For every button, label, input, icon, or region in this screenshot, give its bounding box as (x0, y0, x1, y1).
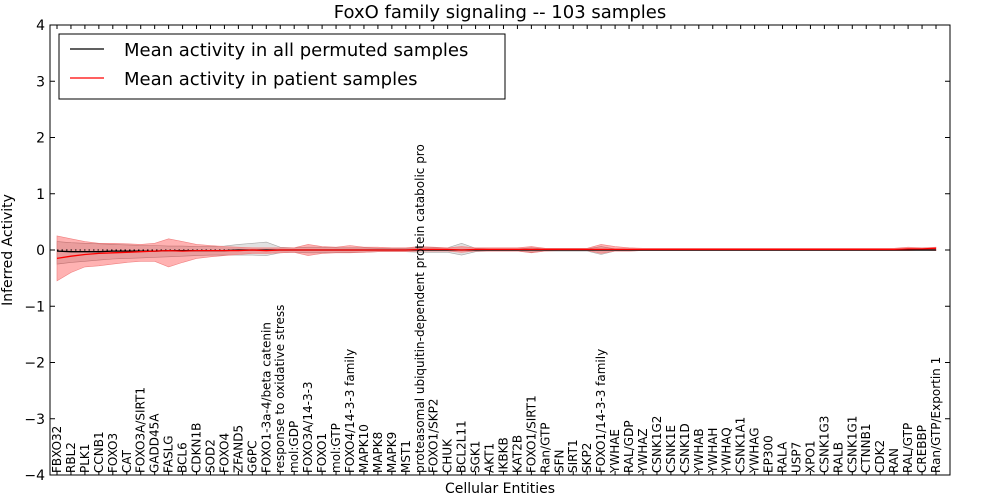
legend-label-permuted: Mean activity in all permuted samples (124, 40, 468, 61)
x-tick-label: RBL2 (64, 442, 78, 473)
x-tick-label: FOXO1 (315, 433, 329, 473)
x-tick-label: proteasomal ubiquitin-dependent protein … (413, 144, 427, 473)
x-tick-label: CSNK1G2 (650, 416, 664, 473)
y-tick-label: 4 (36, 18, 45, 34)
x-tick-label: MAPK10 (357, 424, 371, 473)
x-tick-label: CTNNB1 (859, 423, 873, 473)
x-tick-label: SKP2 (580, 443, 594, 473)
x-tick-label: FASLG (162, 435, 176, 473)
x-tick-label: CSNK1G3 (817, 416, 831, 473)
x-tick-label: CSNK1G1 (845, 416, 859, 473)
x-tick-label: Ran/GTP (538, 422, 552, 473)
x-tick-label: CDKN1B (190, 423, 204, 473)
y-axis-label: Inferred Activity (0, 194, 16, 306)
x-tick-label: YWHAQ (720, 427, 734, 474)
legend-box (58, 33, 506, 100)
x-tick-label: Ran/GTP/Exportin 1 (929, 357, 943, 473)
x-tick-label: FOXO1/SIRT1 (524, 395, 538, 473)
plot-area: −4 −3 −2 −1 0 1 2 3 4 FBXO32 RBL2 PLK1 CCNB1 FOXO3 CAT… (24, 18, 951, 484)
x-tick-label: MAPK8 (371, 432, 385, 473)
x-tick-label: FOXO3A/14-3-3 (301, 381, 315, 473)
y-tick-label: 1 (36, 187, 45, 203)
x-tick-label: CDK2 (873, 440, 887, 473)
series-line-patient (56, 247, 937, 260)
x-tick-label: FOXO1/14-3-3 family (594, 349, 608, 473)
x-tick-label: KAT2B (510, 435, 524, 473)
x-tick-label: CSNK1E (664, 425, 678, 473)
x-tick-label: BCL2L11 (455, 420, 469, 473)
x-tick-label: GADD45A (148, 413, 162, 473)
x-tick-label: RAN (887, 448, 901, 473)
y-tick-label: 0 (36, 243, 45, 259)
x-tick-label: YWHAB (692, 428, 706, 474)
x-tick-label: mol:GDP (287, 421, 301, 473)
legend-label-patient: Mean activity in patient samples (124, 69, 418, 90)
y-tick-label: −4 (24, 468, 45, 484)
x-tick-label: RAL/GTP (901, 423, 915, 473)
x-tick-label: BCL6 (176, 442, 190, 473)
x-tick-label: YWHAH (706, 428, 720, 474)
x-tick-label: ZFAND5 (231, 425, 245, 473)
y-tick-label: −1 (24, 299, 45, 315)
x-tick-label: MST1 (399, 440, 413, 473)
x-tick-label: FOXO3A/SIRT1 (134, 387, 148, 473)
x-tick-label: YWHAE (608, 429, 622, 474)
x-tick-label: response to oxidative stress (273, 305, 287, 473)
x-tick-label: SGK1 (469, 441, 483, 473)
x-tick-label: FBXO32 (50, 426, 64, 473)
y-tick-label: −3 (24, 412, 45, 428)
x-tick-label: FOXO4/14-3-3 family (343, 349, 357, 473)
x-tick-label: RALA (776, 441, 790, 473)
chart-title: FoxO family signaling -- 103 samples (334, 2, 666, 23)
x-tick-label: CREBBP (915, 425, 929, 473)
x-tick-label: FOXO1/SKP2 (427, 398, 441, 473)
x-tick-label: CAT (120, 449, 134, 473)
x-tick-label: IKBKB (497, 437, 511, 473)
x-tick-label: XPO1 (803, 440, 817, 473)
y-tick-label: 3 (36, 74, 45, 90)
x-tick-label: mol:GTP (329, 423, 343, 473)
legend: Mean activity in all permuted samples Me… (58, 33, 506, 100)
x-tick-label: EP300 (762, 435, 776, 473)
x-tick-label: YWHAG (748, 427, 762, 474)
x-tick-label: CCNB1 (92, 431, 106, 473)
x-tick-label: AKT1 (483, 443, 497, 473)
x-tick-label: PLK1 (78, 444, 92, 473)
x-tick-label: CSNK1D (678, 423, 692, 473)
x-tick-label: CSNK1A1 (734, 417, 748, 473)
x-tick-label: G6PC (245, 440, 259, 473)
x-tick-label: MAPK9 (385, 432, 399, 473)
x-tick-label: SOD2 (204, 439, 218, 473)
x-tick-label: FOXO3 (106, 433, 120, 473)
x-tick-label: USP7 (790, 442, 804, 473)
y-tick-label: 2 (36, 131, 45, 147)
x-tick-label: FOXO4 (217, 433, 231, 473)
x-tick-label: YWHAZ (636, 428, 650, 474)
x-tick-label: RAL/GDP (622, 420, 636, 473)
x-tick-label: SFN (552, 450, 566, 474)
x-tick-label: FOXO1-3a-4/beta catenin (259, 322, 273, 473)
x-axis-label: Cellular Entities (445, 481, 555, 497)
x-tick-label: RALB (831, 442, 845, 473)
y-tick-label: −2 (24, 356, 45, 372)
x-tick-label: SIRT1 (566, 439, 580, 473)
x-tick-label: CHUK (441, 438, 455, 473)
